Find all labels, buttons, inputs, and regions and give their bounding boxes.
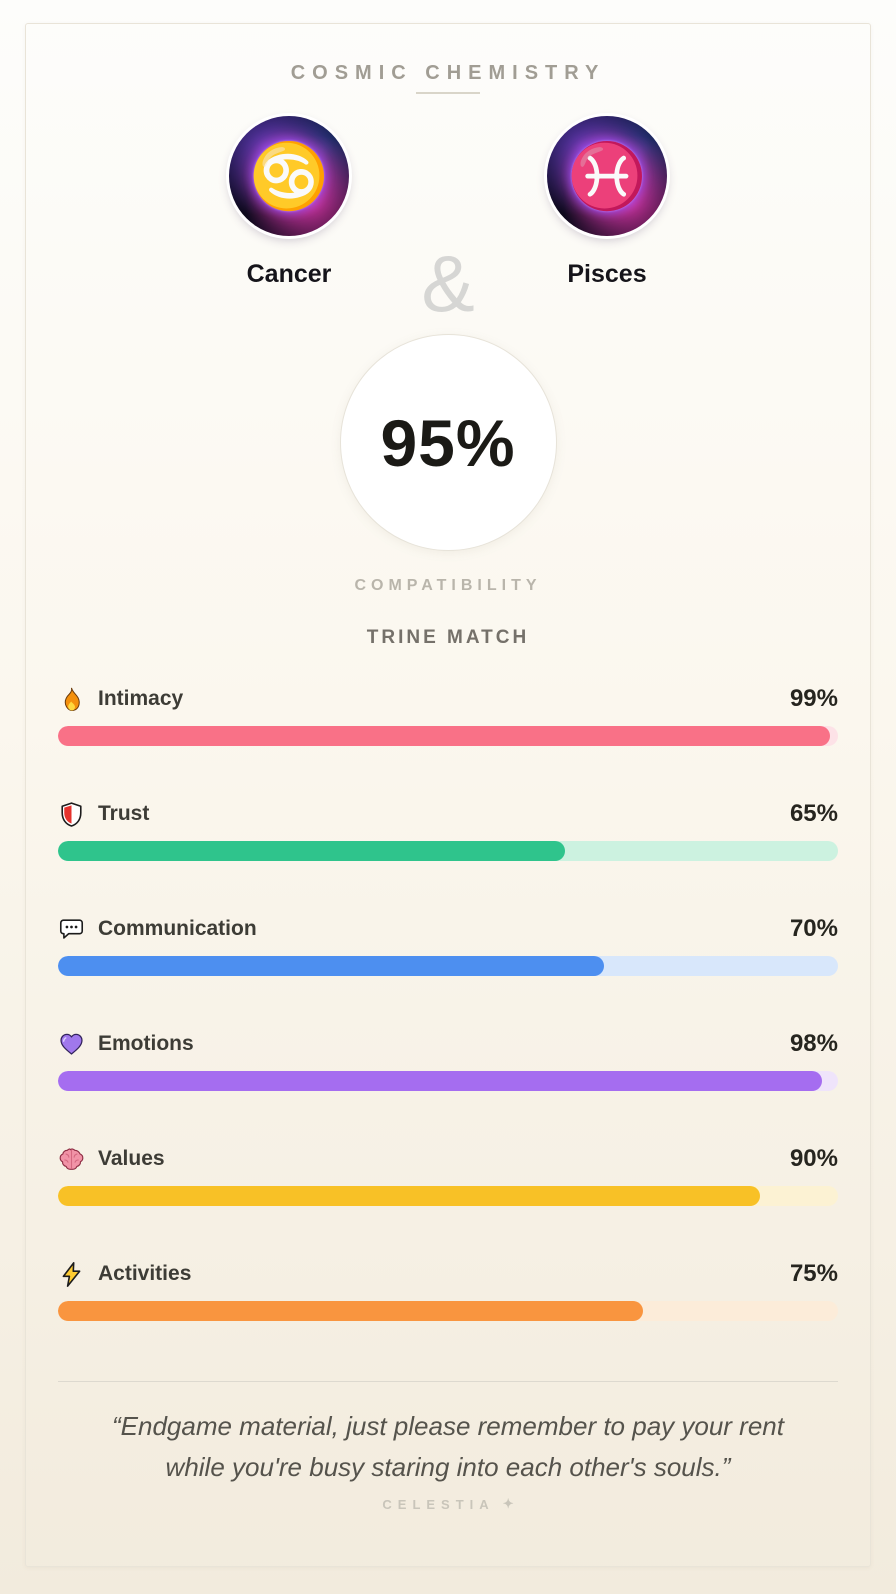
stat-row: Activities 75% (58, 1260, 838, 1321)
progress-bar-fill (58, 956, 604, 976)
page-title: COSMIC CHEMISTRY (290, 62, 606, 84)
progress-bar-track (58, 1071, 838, 1091)
stat-row: Emotions 98% (58, 1030, 838, 1091)
quote-text: “Endgame material, just please remember … (112, 1411, 784, 1483)
score-value: 95% (380, 405, 516, 480)
heart-icon (58, 1031, 85, 1058)
progress-bar-fill (58, 841, 565, 861)
stat-header: Emotions 98% (58, 1030, 838, 1058)
stat-label: Emotions (98, 1032, 194, 1055)
stat-label: Intimacy (98, 687, 184, 710)
stat-row: Communication 70% (58, 915, 838, 976)
ampersand-separator: & (421, 239, 475, 328)
sign-right: ♓ Pisces (496, 116, 718, 289)
pisces-zodiac-icon: ♓ (567, 140, 647, 212)
sign-right-name: Pisces (567, 260, 647, 288)
compatibility-card: COSMIC CHEMISTRY ♋ Cancer & ♓ Pisces 95%… (25, 23, 871, 1567)
fire-icon (58, 686, 85, 713)
speech-bubble-icon (58, 916, 85, 943)
stat-row: Trust 65% (58, 800, 838, 861)
stat-header: Values 90% (58, 1145, 838, 1173)
stat-percentage: 70% (789, 915, 838, 942)
lightning-icon (58, 1261, 85, 1288)
sparkle-icon: ✦ (502, 1496, 514, 1512)
score-circle: 95% (339, 334, 557, 551)
title-underline (416, 92, 480, 94)
cancer-zodiac-icon: ♋ (249, 140, 329, 212)
stat-label: Values (98, 1147, 165, 1170)
progress-bar-track (58, 726, 838, 746)
progress-bar-track (58, 841, 838, 861)
progress-bar-track (58, 1186, 838, 1206)
stat-percentage: 75% (789, 1260, 838, 1287)
cancer-badge: ♋ (229, 116, 349, 236)
stat-row: Intimacy 99% (58, 685, 838, 746)
stat-label: Trust (98, 802, 150, 825)
brain-icon (58, 1146, 85, 1173)
stat-header: Intimacy 99% (58, 685, 838, 713)
stat-header: Activities 75% (58, 1260, 838, 1288)
progress-bar-track (58, 956, 838, 976)
stat-row: Values 90% (58, 1145, 838, 1206)
stat-percentage: 99% (789, 685, 838, 712)
progress-bar-fill (58, 1071, 823, 1091)
stat-label: Communication (98, 917, 257, 940)
match-type-label: TRINE MATCH (366, 627, 530, 648)
progress-bar-fill (58, 1186, 760, 1206)
stat-percentage: 65% (789, 800, 838, 827)
divider (58, 1381, 838, 1382)
progress-bar-track (58, 1301, 838, 1321)
progress-bar-fill (58, 1301, 643, 1321)
stat-percentage: 90% (789, 1145, 838, 1172)
shield-icon (58, 801, 85, 828)
stat-header: Trust 65% (58, 800, 838, 828)
signs-row: ♋ Cancer & ♓ Pisces (178, 116, 718, 324)
sign-left-name: Cancer (246, 260, 332, 288)
progress-bar-fill (58, 726, 831, 746)
stat-header: Communication 70% (58, 915, 838, 943)
stats-list: Intimacy 99% Trust 65% Communication 70% (26, 685, 870, 1375)
stat-label: Activities (98, 1262, 192, 1285)
stat-percentage: 98% (789, 1030, 838, 1057)
brand-footer: CELESTIA ✦ (382, 1496, 513, 1512)
sign-left: ♋ Cancer (178, 116, 400, 289)
score-label: COMPATIBILITY (354, 577, 542, 594)
brand-name: CELESTIA (382, 1496, 495, 1512)
pisces-badge: ♓ (547, 116, 667, 236)
